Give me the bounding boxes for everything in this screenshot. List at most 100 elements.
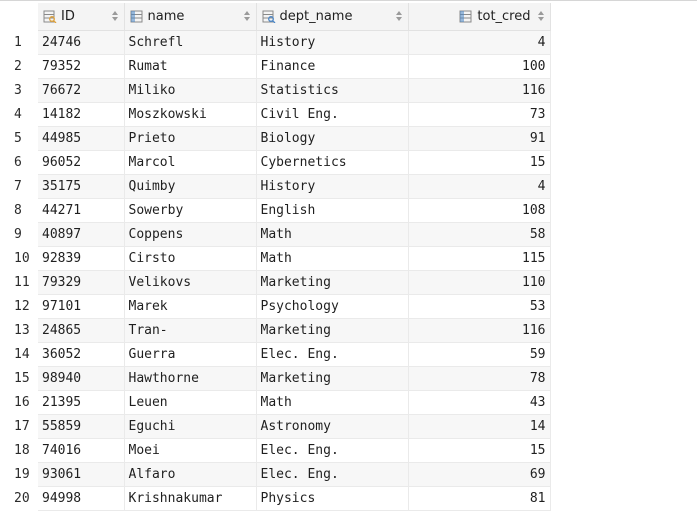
cell-dept-name[interactable]: Elec. Eng. [256,438,409,463]
sort-toggle-icon[interactable] [111,10,118,22]
cell-name[interactable]: Miliko [124,78,257,103]
cell-tot-cred[interactable]: 81 [408,486,551,511]
cell-id[interactable]: 97101 [38,294,125,319]
cell-name[interactable]: Hawthorne [124,366,257,391]
cell-id[interactable]: 92839 [38,246,125,271]
table-row[interactable]: 4 14182 Moszkowski Civil Eng. 73 [0,102,551,127]
cell-tot-cred[interactable]: 4 [408,30,551,55]
cell-name[interactable]: Coppens [124,222,257,247]
cell-name[interactable]: Alfaro [124,462,257,487]
table-row[interactable]: 17 55859 Eguchi Astronomy 14 [0,414,551,439]
table-row[interactable]: 9 40897 Coppens Math 58 [0,222,551,247]
cell-id[interactable]: 14182 [38,102,125,127]
cell-name[interactable]: Cirsto [124,246,257,271]
table-row[interactable]: 2 79352 Rumat Finance 100 [0,54,551,79]
cell-tot-cred[interactable]: 108 [408,198,551,223]
cell-tot-cred[interactable]: 58 [408,222,551,247]
cell-dept-name[interactable]: Elec. Eng. [256,462,409,487]
cell-name[interactable]: Prieto [124,126,257,151]
table-row[interactable]: 10 92839 Cirsto Math 115 [0,246,551,271]
cell-name[interactable]: Leuen [124,390,257,415]
cell-tot-cred[interactable]: 100 [408,54,551,79]
cell-name[interactable]: Schrefl [124,30,257,55]
cell-dept-name[interactable]: Math [256,390,409,415]
cell-dept-name[interactable]: Psychology [256,294,409,319]
sort-toggle-icon[interactable] [243,10,250,22]
cell-tot-cred[interactable]: 116 [408,78,551,103]
table-row[interactable]: 16 21395 Leuen Math 43 [0,390,551,415]
cell-tot-cred[interactable]: 15 [408,150,551,175]
cell-name[interactable]: Eguchi [124,414,257,439]
table-row[interactable]: 18 74016 Moei Elec. Eng. 15 [0,438,551,463]
cell-tot-cred[interactable]: 110 [408,270,551,295]
cell-dept-name[interactable]: Marketing [256,366,409,391]
table-row[interactable]: 15 98940 Hawthorne Marketing 78 [0,366,551,391]
cell-name[interactable]: Marcol [124,150,257,175]
cell-tot-cred[interactable]: 15 [408,438,551,463]
table-row[interactable]: 7 35175 Quimby History 4 [0,174,551,199]
cell-tot-cred[interactable]: 53 [408,294,551,319]
table-row[interactable]: 1 24746 Schrefl History 4 [0,30,551,55]
cell-dept-name[interactable]: History [256,30,409,55]
cell-name[interactable]: Krishnakumar [124,486,257,511]
table-row[interactable]: 3 76672 Miliko Statistics 116 [0,78,551,103]
cell-id[interactable]: 44271 [38,198,125,223]
cell-id[interactable]: 55859 [38,414,125,439]
cell-tot-cred[interactable]: 14 [408,414,551,439]
column-header-dept-name[interactable]: dept_name [256,3,409,31]
table-row[interactable]: 12 97101 Marek Psychology 53 [0,294,551,319]
cell-dept-name[interactable]: Civil Eng. [256,102,409,127]
cell-tot-cred[interactable]: 43 [408,390,551,415]
cell-tot-cred[interactable]: 116 [408,318,551,343]
cell-name[interactable]: Velikovs [124,270,257,295]
table-row[interactable]: 5 44985 Prieto Biology 91 [0,126,551,151]
cell-tot-cred[interactable]: 69 [408,462,551,487]
table-row[interactable]: 19 93061 Alfaro Elec. Eng. 69 [0,462,551,487]
cell-name[interactable]: Sowerby [124,198,257,223]
cell-dept-name[interactable]: Math [256,222,409,247]
cell-dept-name[interactable]: Astronomy [256,414,409,439]
cell-dept-name[interactable]: Elec. Eng. [256,342,409,367]
table-row[interactable]: 6 96052 Marcol Cybernetics 15 [0,150,551,175]
cell-id[interactable]: 76672 [38,78,125,103]
cell-name[interactable]: Quimby [124,174,257,199]
cell-name[interactable]: Moei [124,438,257,463]
cell-tot-cred[interactable]: 59 [408,342,551,367]
cell-name[interactable]: Moszkowski [124,102,257,127]
cell-id[interactable]: 21395 [38,390,125,415]
cell-dept-name[interactable]: Statistics [256,78,409,103]
cell-id[interactable]: 93061 [38,462,125,487]
sort-toggle-icon[interactable] [537,10,544,22]
cell-dept-name[interactable]: History [256,174,409,199]
cell-id[interactable]: 94998 [38,486,125,511]
column-header-name[interactable]: name [124,3,257,31]
cell-id[interactable]: 98940 [38,366,125,391]
cell-id[interactable]: 44985 [38,126,125,151]
cell-dept-name[interactable]: Finance [256,54,409,79]
table-row[interactable]: 14 36052 Guerra Elec. Eng. 59 [0,342,551,367]
cell-tot-cred[interactable]: 4 [408,174,551,199]
sort-toggle-icon[interactable] [395,10,402,22]
cell-name[interactable]: Tran- [124,318,257,343]
table-row[interactable]: 8 44271 Sowerby English 108 [0,198,551,223]
cell-name[interactable]: Guerra [124,342,257,367]
cell-id[interactable]: 24865 [38,318,125,343]
cell-dept-name[interactable]: Marketing [256,318,409,343]
cell-id[interactable]: 79329 [38,270,125,295]
cell-id[interactable]: 40897 [38,222,125,247]
cell-dept-name[interactable]: Cybernetics [256,150,409,175]
cell-tot-cred[interactable]: 115 [408,246,551,271]
cell-dept-name[interactable]: Physics [256,486,409,511]
cell-name[interactable]: Marek [124,294,257,319]
cell-tot-cred[interactable]: 78 [408,366,551,391]
cell-dept-name[interactable]: Biology [256,126,409,151]
cell-id[interactable]: 74016 [38,438,125,463]
cell-dept-name[interactable]: Marketing [256,270,409,295]
cell-dept-name[interactable]: Math [256,246,409,271]
cell-id[interactable]: 96052 [38,150,125,175]
table-row[interactable]: 11 79329 Velikovs Marketing 110 [0,270,551,295]
cell-id[interactable]: 36052 [38,342,125,367]
table-row[interactable]: 20 94998 Krishnakumar Physics 81 [0,486,551,511]
table-row[interactable]: 13 24865 Tran- Marketing 116 [0,318,551,343]
cell-id[interactable]: 24746 [38,30,125,55]
